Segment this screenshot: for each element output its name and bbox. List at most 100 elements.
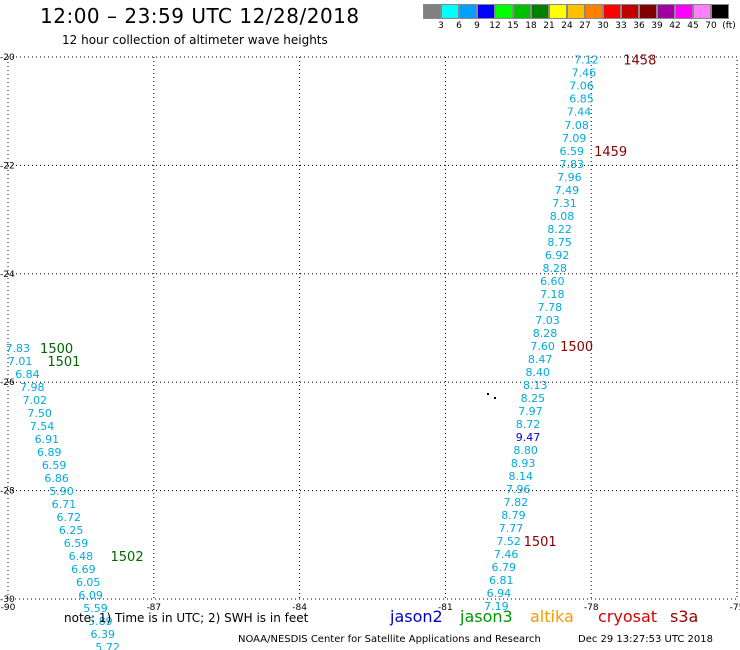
swh-label: 7.96	[506, 483, 531, 496]
swh-label: 8.93	[511, 457, 536, 470]
swh-label: 8.25	[521, 392, 546, 405]
y-tick-label: -28	[0, 487, 15, 497]
swh-label: 7.49	[555, 184, 580, 197]
time-label: 1501	[524, 535, 557, 550]
swh-label: 8.75	[547, 236, 572, 249]
color-scale-tick: 9	[474, 21, 480, 31]
swh-label: 5.90	[49, 485, 74, 498]
color-swatch	[657, 4, 675, 19]
color-scale-legend: 3 6 9 12 15 18 21 24 27 30 33 36 39 42 45 70 (ft)	[423, 4, 736, 33]
swh-label: 6.09	[78, 589, 103, 602]
swh-label: 6.86	[44, 472, 69, 485]
swh-label: 6.85	[569, 93, 594, 106]
color-swatch	[693, 4, 711, 19]
swh-label: 6.81	[489, 574, 514, 587]
swh-label: 7.31	[552, 197, 577, 210]
x-tick-label: -75	[730, 603, 740, 613]
color-swatch	[567, 4, 585, 19]
color-swatch	[585, 4, 603, 19]
swh-label: 8.22	[547, 223, 572, 236]
time-label: 1500	[40, 342, 73, 357]
swh-label: 6.91	[35, 433, 60, 446]
color-scale-tick: 21	[543, 21, 555, 31]
swh-label: 8.47	[528, 353, 553, 366]
color-scale-tick: (ft)	[722, 21, 736, 31]
swh-label: 6.69	[71, 563, 96, 576]
swh-label: 6.48	[69, 550, 94, 563]
swh-label: 8.72	[516, 418, 541, 431]
chart-subtitle: 12 hour collection of altimeter wave hei…	[62, 33, 328, 47]
color-swatch	[477, 4, 495, 19]
swh-label: 8.08	[550, 210, 575, 223]
chart-title: 12:00 – 23:59 UTC 12/28/2018	[40, 4, 360, 28]
x-tick-label: -87	[146, 603, 161, 613]
color-scale-ticks: 3 6 9 12 15 18 21 24 27 30 33 36 39 42 45 70 (ft)	[423, 21, 736, 33]
legend-item-s3a: s3a	[670, 607, 699, 626]
color-scale-tick: 24	[561, 21, 573, 31]
color-scale-tick: 15	[507, 21, 519, 31]
color-swatch	[675, 4, 693, 19]
color-scale-tick: 18	[525, 21, 537, 31]
swh-label: 7.60	[530, 340, 555, 353]
x-tick-label: -78	[584, 603, 599, 613]
swh-label: 7.44	[567, 106, 592, 119]
swh-label: 9.47	[516, 431, 541, 444]
swh-label: 6.39	[91, 628, 116, 641]
color-scale-tick: 6	[456, 21, 462, 31]
swh-label: 7.54	[30, 420, 55, 433]
color-swatch	[531, 4, 549, 19]
swh-label: 7.82	[504, 496, 529, 509]
color-scale-tick: 30	[597, 21, 609, 31]
swh-label: 6.71	[52, 498, 77, 511]
color-swatch	[711, 4, 729, 19]
color-swatch	[459, 4, 477, 19]
footer-credit: NOAA/NESDIS Center for Satellite Applica…	[238, 634, 541, 645]
swh-label: 5.59	[83, 602, 108, 615]
color-scale-tick: 36	[633, 21, 645, 31]
swh-label: 7.50	[27, 407, 52, 420]
y-tick-label: -30	[0, 595, 15, 605]
swh-label: 7.18	[540, 288, 565, 301]
time-label: 1502	[111, 550, 144, 565]
time-label: 1500	[560, 340, 593, 355]
swh-label: 7.09	[562, 132, 587, 145]
y-tick-label: -24	[0, 270, 15, 280]
color-swatch	[603, 4, 621, 19]
swh-label: 7.77	[499, 522, 524, 535]
color-swatch	[549, 4, 567, 19]
swh-label: 7.78	[538, 301, 563, 314]
legend-item-cryosat: cryosat	[598, 607, 658, 626]
swh-label: 6.60	[540, 275, 565, 288]
stray-marker	[494, 397, 496, 399]
swh-label: 7.02	[22, 394, 47, 407]
swh-label: 7.03	[535, 314, 560, 327]
swh-label: 8.79	[501, 509, 526, 522]
y-tick-label: -22	[0, 161, 15, 171]
color-scale-tick: 70	[705, 21, 717, 31]
swh-label: 7.46	[494, 548, 519, 561]
color-scale-tick: 39	[651, 21, 663, 31]
x-tick-label: -84	[292, 603, 307, 613]
swh-label: 7.46	[572, 67, 597, 80]
swh-label: 8.28	[533, 327, 558, 340]
time-label: 1501	[47, 355, 80, 370]
footer-note: note: 1) Time is in UTC; 2) SWH is in fe…	[64, 611, 309, 625]
color-scale-tick: 27	[579, 21, 591, 31]
legend-item-jason3: jason3	[460, 607, 513, 626]
swh-label: 6.89	[37, 446, 62, 459]
color-scale-swatches	[423, 4, 729, 19]
color-swatch	[513, 4, 531, 19]
swh-label: 6.59	[64, 537, 89, 550]
swh-label: 6.05	[76, 576, 101, 589]
color-scale-tick: 3	[438, 21, 444, 31]
color-scale-tick: 12	[489, 21, 501, 31]
swh-label: 7.08	[564, 119, 589, 132]
swh-label: 6.59	[42, 459, 67, 472]
swh-label: 7.97	[518, 405, 543, 418]
color-scale-tick: 33	[615, 21, 627, 31]
swh-label: 7.19	[484, 600, 509, 613]
swh-label: 7.96	[557, 171, 582, 184]
swh-label: 7.12	[574, 54, 599, 67]
color-swatch	[621, 4, 639, 19]
